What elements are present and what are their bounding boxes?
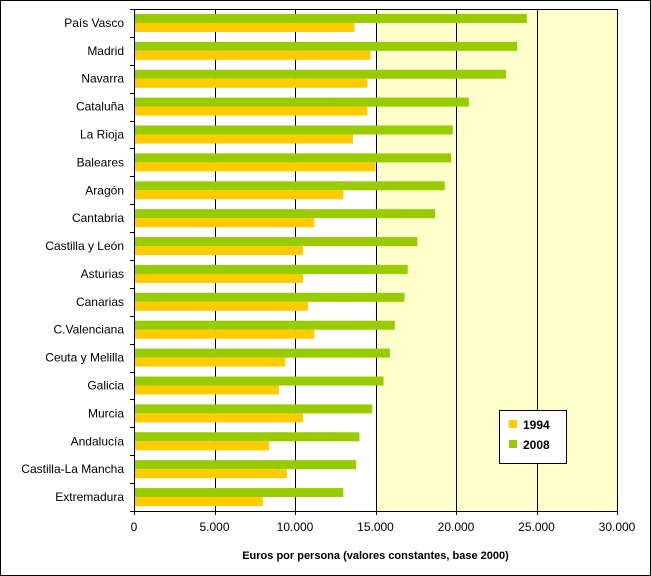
bar-2008-3 <box>134 97 469 107</box>
bar-1994-10 <box>134 301 308 311</box>
category-label-1: Madrid <box>87 44 124 58</box>
bar-2008-5 <box>134 153 452 163</box>
bar-2008-16 <box>134 460 357 470</box>
category-label-10: Canarias <box>76 295 124 309</box>
bar-2008-4 <box>134 125 453 135</box>
bar-2008-9 <box>134 264 408 274</box>
bar-2008-0 <box>134 13 527 23</box>
plot-area <box>375 9 617 511</box>
bar-1994-5 <box>134 162 376 172</box>
category-label-17: Extremadura <box>55 490 124 504</box>
category-label-12: Ceuta y Melilla <box>45 351 124 365</box>
bar-2008-8 <box>134 237 418 247</box>
category-label-11: C.Valenciana <box>54 323 125 337</box>
bar-2008-7 <box>134 209 436 219</box>
bar-1994-0 <box>134 22 355 32</box>
bar-2008-6 <box>134 181 445 191</box>
category-label-5: Baleares <box>77 155 124 169</box>
bar-1994-3 <box>134 106 368 116</box>
bar-1994-6 <box>134 190 344 200</box>
legend-label-2008: 2008 <box>523 438 550 452</box>
category-label-16: Castilla-La Mancha <box>21 462 124 476</box>
bar-2008-11 <box>134 320 395 330</box>
bar-2008-13 <box>134 376 384 386</box>
x-tick-label-3: 15.000 <box>357 520 394 534</box>
category-label-2: Navarra <box>81 72 124 86</box>
bar-2008-1 <box>134 41 518 51</box>
bar-1994-12 <box>134 357 286 367</box>
category-label-0: País Vasco <box>64 16 124 30</box>
bar-1994-4 <box>134 134 353 144</box>
legend-label-1994: 1994 <box>523 418 550 432</box>
bar-1994-17 <box>134 497 263 507</box>
bar-2008-2 <box>134 69 506 79</box>
x-tick-label-4: 20.000 <box>438 520 475 534</box>
category-label-13: Galicia <box>87 379 124 393</box>
bar-1994-13 <box>134 385 279 395</box>
legend-swatch-2008 <box>509 440 517 448</box>
x-axis-ticks: 0 5.000 10.000 15.000 20.000 25.000 30.000 <box>131 511 636 534</box>
bar-1994-8 <box>134 246 304 256</box>
x-tick-label-6: 30.000 <box>599 520 636 534</box>
legend-box <box>499 410 567 464</box>
category-label-3: Cataluña <box>76 100 124 114</box>
bar-2008-15 <box>134 432 360 442</box>
bar-1994-1 <box>134 50 371 60</box>
bar-1994-14 <box>134 413 304 423</box>
x-tick-label-2: 10.000 <box>277 520 314 534</box>
category-label-15: Andalucía <box>71 434 125 448</box>
bar-2008-14 <box>134 404 373 414</box>
category-label-14: Murcia <box>88 406 124 420</box>
plot-area-left <box>134 9 376 511</box>
bar-1994-2 <box>134 78 368 88</box>
x-tick-label-5: 25.000 <box>518 520 555 534</box>
category-label-6: Aragón <box>85 183 124 197</box>
bar-1994-11 <box>134 329 315 339</box>
bar-1994-9 <box>134 273 304 283</box>
bars <box>134 13 527 507</box>
x-tick-label-1: 5.000 <box>199 520 229 534</box>
legend-swatch-1994 <box>509 420 517 428</box>
category-label-8: Castilla y León <box>45 239 124 253</box>
bar-2008-10 <box>134 292 405 302</box>
category-label-7: Cantabria <box>72 211 124 225</box>
y-axis-ticks: País Vasco Madrid Navarra Cataluña La Rioja B… <box>21 9 134 504</box>
category-label-9: Asturias <box>81 267 124 281</box>
bar-2008-12 <box>134 348 390 358</box>
bar-1994-15 <box>134 441 270 451</box>
bar-2008-17 <box>134 488 344 498</box>
x-axis-title: Euros por persona (valores constantes, b… <box>242 550 509 562</box>
x-tick-label-0: 0 <box>131 520 138 534</box>
bar-1994-16 <box>134 469 287 479</box>
bar-1994-7 <box>134 218 315 228</box>
category-label-4: La Rioja <box>80 128 124 142</box>
legend: 1994 2008 <box>499 410 567 464</box>
